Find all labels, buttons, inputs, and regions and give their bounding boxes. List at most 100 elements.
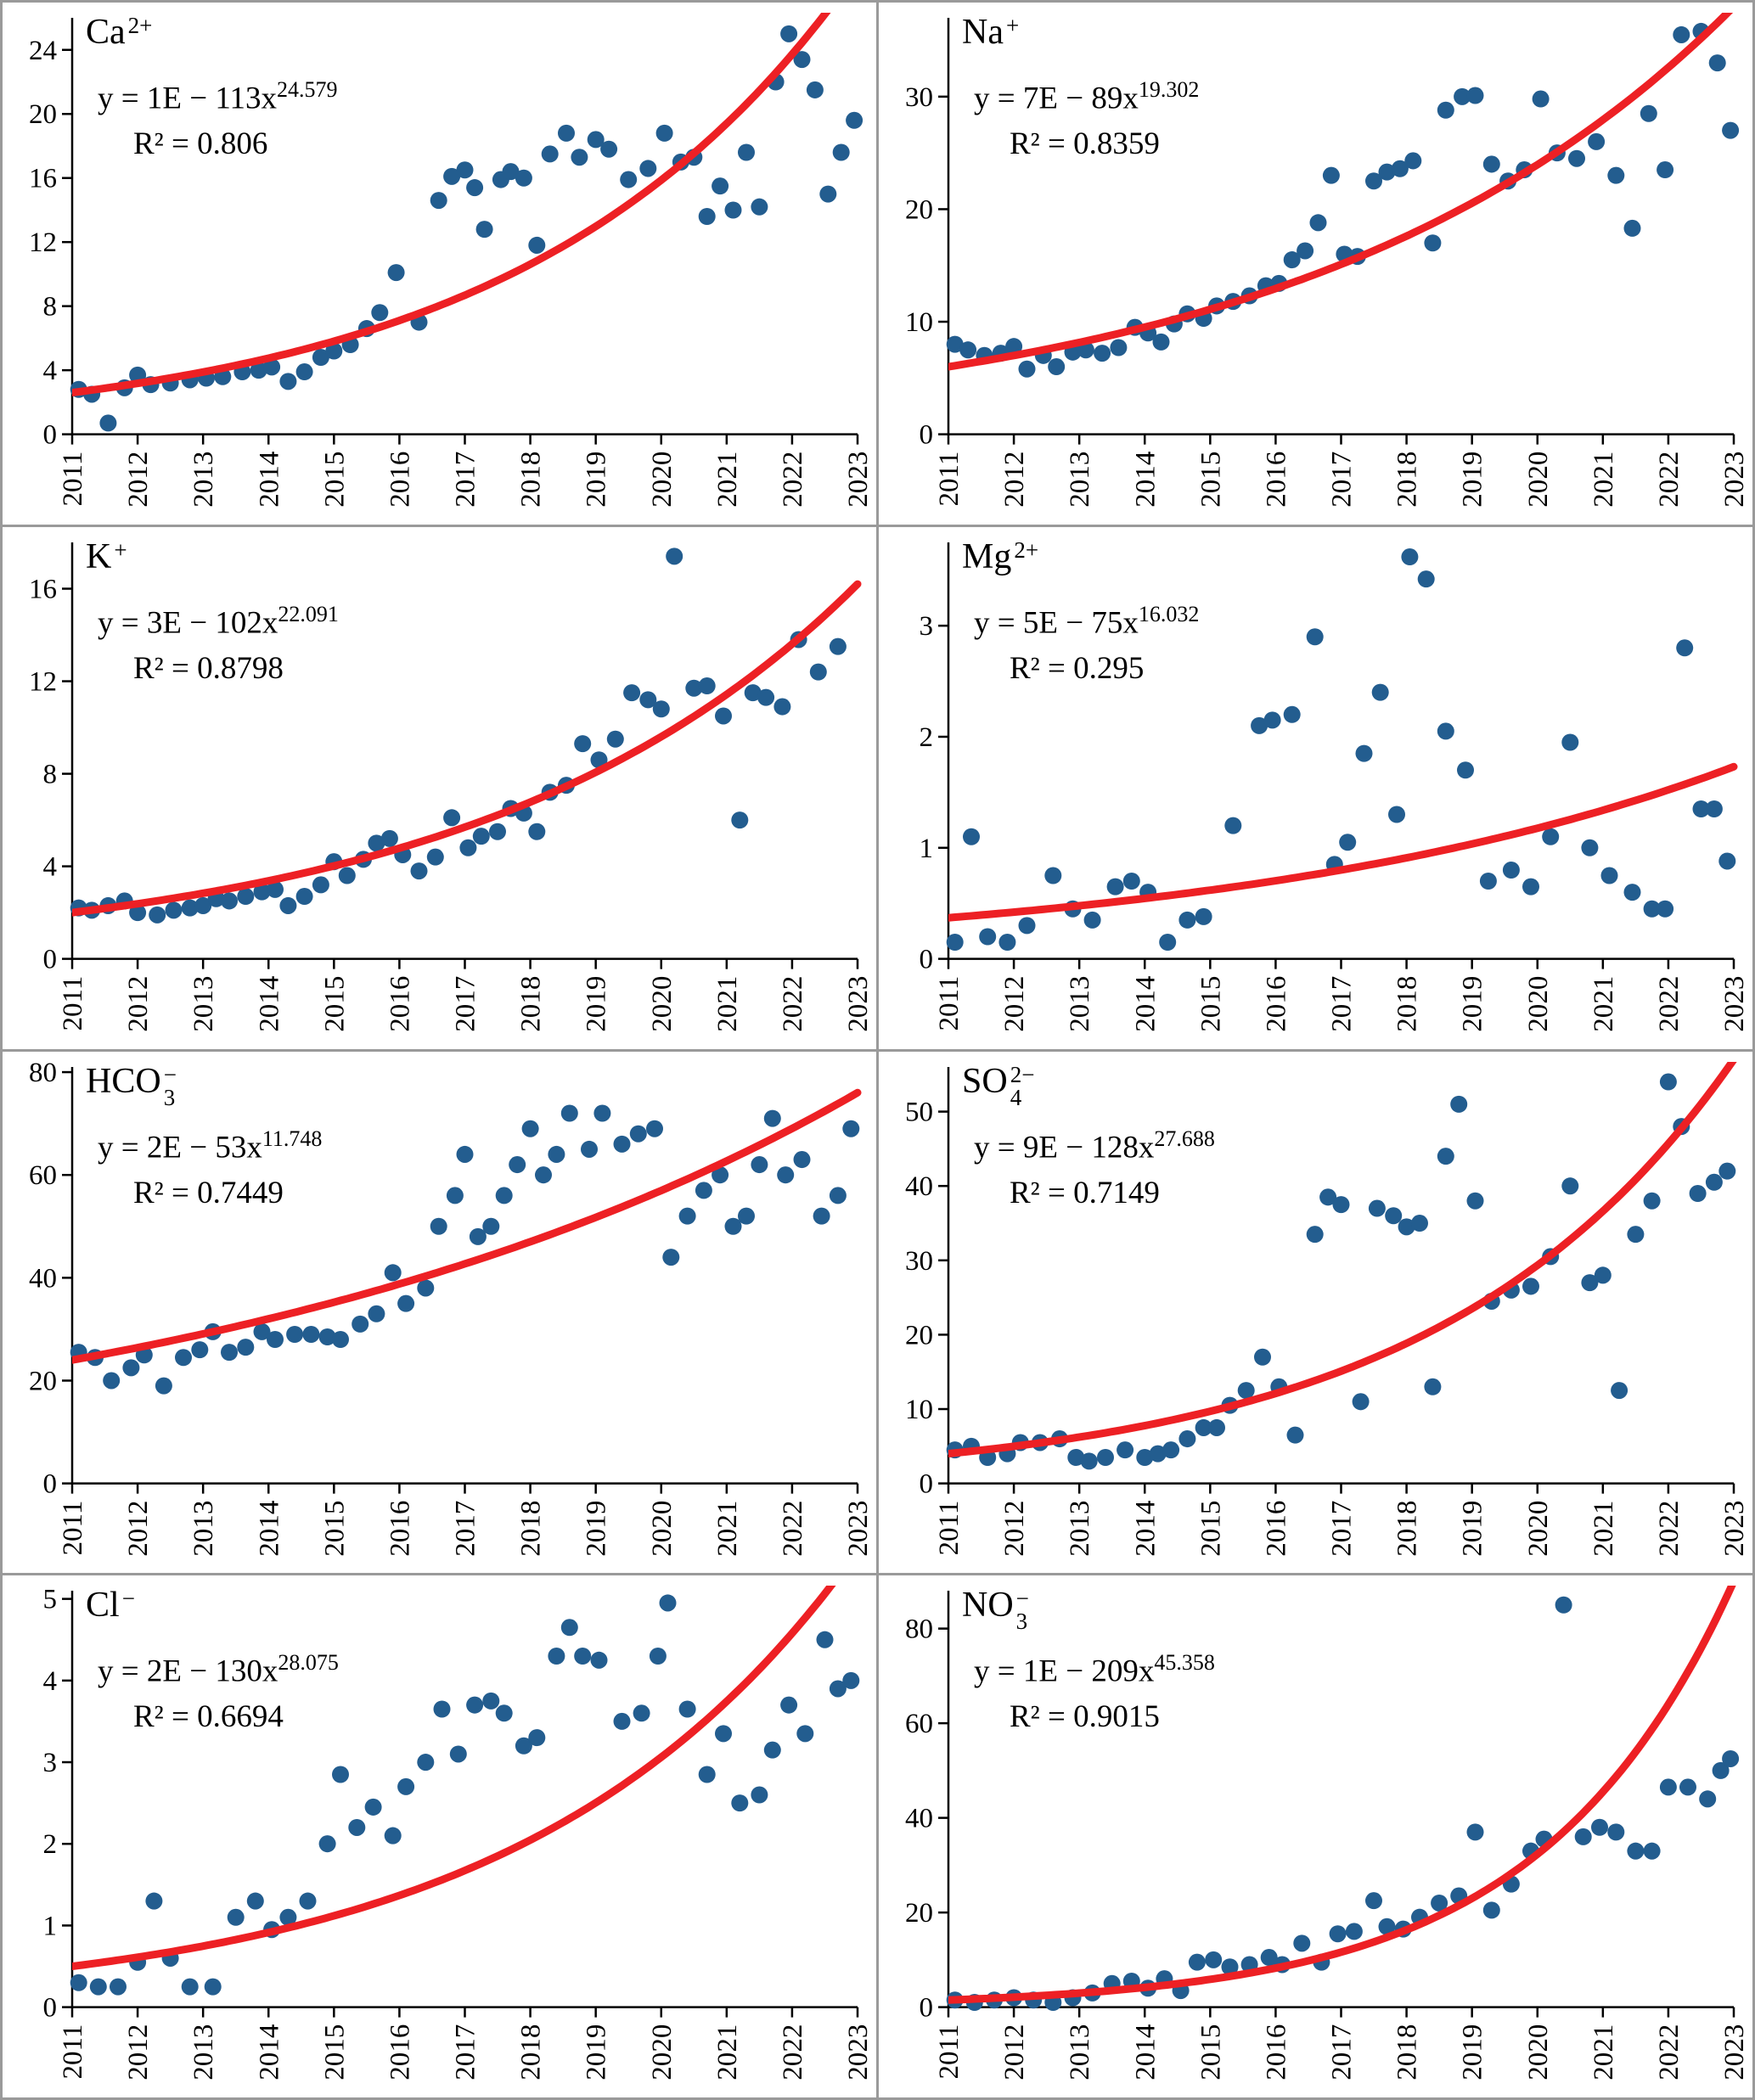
data-point xyxy=(1431,1895,1448,1912)
data-point xyxy=(194,896,212,914)
data-point xyxy=(1454,87,1471,105)
data-point xyxy=(1555,1596,1572,1614)
hco3-chart: 0 20 40 60 80 2011 2012 2013 2014 2015 2016 2017 201… xyxy=(29,1058,874,1557)
data-point xyxy=(633,1704,650,1722)
ion-base: SO xyxy=(962,1061,1008,1101)
scatter-series xyxy=(946,22,1740,378)
panel-hco3: 0 20 40 60 80 2011 2012 2013 2014 2015 2016 2017 201… xyxy=(3,1051,876,1574)
x-tick-label: 2023 xyxy=(843,2024,874,2080)
data-point xyxy=(1378,1918,1396,1936)
data-point xyxy=(515,1737,532,1755)
panel-title-k: K + xyxy=(86,536,127,583)
data-point xyxy=(816,1631,834,1648)
panel-title-no3: NO −3 xyxy=(962,1587,1029,1633)
x-tick-label: 2021 xyxy=(1589,975,1619,1031)
x-tick-label: 2020 xyxy=(647,1500,678,1556)
panel-na: 0 10 20 30 2011 2012 2013 2014 2015 2016 2017 2018 2… xyxy=(879,3,1752,525)
data-point xyxy=(1067,1448,1085,1466)
data-point xyxy=(384,1827,402,1845)
x-tick-label: 2023 xyxy=(843,975,874,1031)
data-point xyxy=(655,124,673,142)
x-tick-label: 2016 xyxy=(1261,452,1291,508)
panel-title-hco3: HCO −3 xyxy=(86,1063,177,1109)
data-point xyxy=(466,179,484,197)
data-point xyxy=(1417,570,1435,587)
x-tick-label: 2022 xyxy=(778,1500,808,1556)
data-point xyxy=(482,1217,500,1235)
data-point xyxy=(574,734,592,752)
data-point xyxy=(629,1125,647,1143)
data-point xyxy=(1224,817,1242,834)
data-point xyxy=(426,848,444,866)
x-tick-label: 2018 xyxy=(516,452,547,508)
data-point xyxy=(181,1978,199,1996)
y-tick-label: 40 xyxy=(905,1171,933,1202)
x-tick-label: 2022 xyxy=(778,452,808,508)
x-tick-label: 2012 xyxy=(999,452,1030,508)
trend-line xyxy=(72,13,831,397)
data-point xyxy=(352,1315,369,1333)
data-point xyxy=(751,1786,768,1804)
data-point xyxy=(253,1322,271,1340)
ion-superscript: + xyxy=(114,536,127,563)
data-point xyxy=(1097,1448,1114,1466)
y-tick-label: 2 xyxy=(42,1829,57,1860)
x-tick-label: 2020 xyxy=(1523,2024,1554,2080)
data-point xyxy=(1673,25,1690,43)
x-tick-label: 2023 xyxy=(1719,452,1750,508)
data-point xyxy=(846,111,863,129)
panel-title-so4: SO 2− 4 xyxy=(962,1061,1034,1109)
data-point xyxy=(1083,911,1101,929)
data-point xyxy=(1048,358,1066,376)
y-tick-label: 4 xyxy=(42,1666,57,1697)
data-point xyxy=(1385,1206,1403,1224)
x-tick-label: 2018 xyxy=(516,1500,547,1556)
y-tick-label: 1 xyxy=(42,1912,57,1942)
x-tick-label: 2011 xyxy=(934,2024,965,2080)
data-point xyxy=(521,1120,539,1137)
y-tick-label: 0 xyxy=(42,1468,57,1499)
y-tick-label: 24 xyxy=(29,36,57,66)
trend-equation: y = 5E − 75x16.032 xyxy=(974,601,1200,641)
x-tick-label: 2011 xyxy=(58,2024,88,2080)
trend-equation: y = 3E − 102x22.091 xyxy=(98,601,339,641)
x-tick-label: 2022 xyxy=(778,2024,808,2080)
data-point xyxy=(1195,907,1212,925)
data-point xyxy=(1627,1842,1645,1860)
data-point xyxy=(1283,251,1301,269)
data-point xyxy=(1712,1762,1730,1780)
equation-exponent: 11.748 xyxy=(262,1126,323,1151)
data-point xyxy=(332,1330,349,1348)
mg-chart: 0 1 2 3 2011 2012 2013 2014 2015 2016 2017 2018 2019… xyxy=(919,542,1750,1031)
panel-so4: 0 10 20 30 40 50 2011 2012 2013 2014 2015 2016 2017 2… xyxy=(879,1051,1752,1574)
x-tick-label: 2022 xyxy=(778,975,808,1031)
data-point xyxy=(1522,1277,1539,1294)
data-point xyxy=(1018,917,1036,935)
ca-chart: 0 4 8 12 16 20 24 2011 2012 2013 2014 2015 2016 2017 2… xyxy=(29,13,874,508)
data-point xyxy=(829,637,847,655)
data-point xyxy=(175,1348,192,1366)
data-point xyxy=(1611,1381,1628,1399)
data-point xyxy=(1237,1381,1255,1399)
data-point xyxy=(1254,1348,1271,1366)
x-tick-label: 2021 xyxy=(1589,1500,1619,1556)
data-point xyxy=(646,1120,663,1137)
data-point xyxy=(1345,1923,1363,1940)
x-tick-label: 2011 xyxy=(934,452,965,507)
data-point xyxy=(1306,627,1324,646)
x-tick-label: 2021 xyxy=(712,975,743,1031)
y-tick-label: 80 xyxy=(905,1614,933,1645)
x-tick-label: 2019 xyxy=(1458,975,1488,1031)
data-point xyxy=(1561,733,1579,751)
data-point xyxy=(659,1594,677,1612)
x-tick-label: 2015 xyxy=(319,1500,350,1556)
data-point xyxy=(662,1248,680,1266)
panel-title-mg: Mg 2+ xyxy=(962,538,1038,583)
data-point xyxy=(1581,1273,1599,1291)
data-point xyxy=(724,201,742,219)
data-point xyxy=(1195,1418,1212,1436)
x-tick-label: 2015 xyxy=(319,975,350,1031)
trend-equation: y = 2E − 130x28.075 xyxy=(98,1650,339,1689)
data-point xyxy=(1378,163,1396,181)
trend-equation: y = 9E − 128x27.688 xyxy=(974,1126,1215,1165)
